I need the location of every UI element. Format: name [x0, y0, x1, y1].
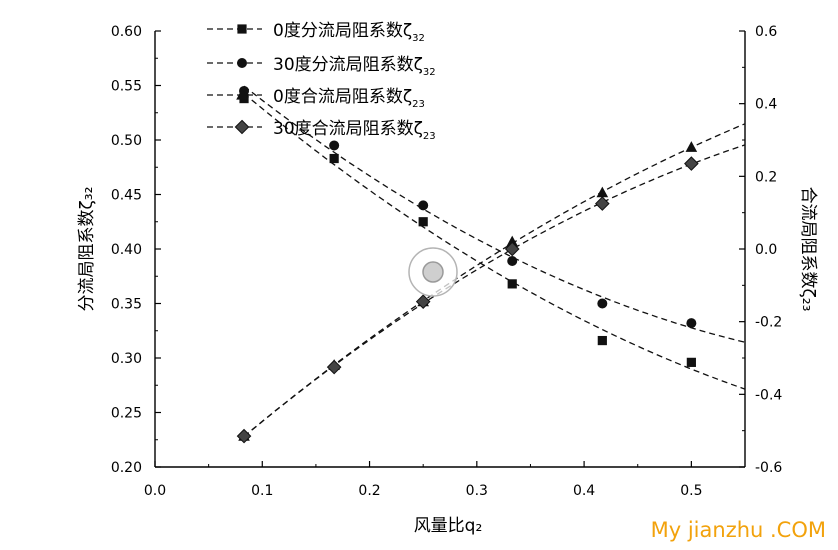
data-point-series-2	[507, 255, 518, 266]
data-point-series-1	[418, 217, 428, 227]
data-point-series-2	[329, 140, 340, 151]
y-left-tick-label: 0.45	[111, 188, 142, 204]
fit-curve-series-3	[243, 123, 746, 437]
x-tick-label: 0.3	[466, 483, 488, 499]
data-point-series-2	[686, 318, 697, 329]
y-right-tick-label: 0.4	[755, 97, 777, 113]
y-left-tick-label: 0.25	[111, 406, 142, 422]
y-left-tick-label: 0.30	[111, 351, 142, 367]
y-right-tick-label: 0.0	[755, 242, 777, 258]
legend-label-series-3: 0度合流局阻系数ζ23	[273, 87, 425, 110]
fit-curve-series-1	[243, 93, 746, 390]
y-right-tick-label: -0.6	[755, 460, 782, 476]
fit-curve-series-4	[243, 144, 746, 438]
y-left-axis-title: 分流局阻系数ζ₃₂	[77, 187, 97, 312]
legend-marker-series-3	[236, 88, 248, 100]
y-left-tick-label: 0.20	[111, 460, 142, 476]
axes: 0.0 0.1 0.2 0.3 0.4 0.5 0.20 0.25 0.30 0.35 0.40 0.…	[77, 24, 818, 536]
legend-label-series-2: 30度分流局阻系数ζ32	[273, 55, 436, 78]
y-left-tick-label: 0.50	[111, 133, 142, 149]
data-point-series-4	[415, 294, 431, 309]
data-point-series-3	[506, 235, 519, 247]
data-point-series-3	[596, 186, 609, 198]
x-tick-label: 0.4	[573, 483, 595, 499]
data-point-series-4	[504, 241, 520, 257]
data-point-series-2	[597, 298, 608, 309]
x-axis-title: 风量比q₂	[414, 516, 483, 536]
legend-marker-series-2	[237, 58, 247, 68]
legend: 0度分流局阻系数ζ32 30度分流局阻系数ζ32 0度合流局阻系数ζ23 30度合流局…	[207, 21, 436, 142]
y-left-tick-label: 0.40	[111, 242, 142, 258]
data-point-series-1	[507, 279, 517, 289]
legend-label-series-4: 30度合流局阻系数ζ23	[273, 119, 436, 142]
data-point-series-4	[595, 196, 610, 211]
data-point-series-4	[684, 156, 699, 171]
y-right-tick-label: -0.2	[755, 315, 782, 331]
legend-marker-series-1	[237, 24, 247, 34]
data-point-series-4	[326, 359, 342, 375]
y-right-tick-label: 0.6	[755, 24, 777, 40]
y-right-tick-label: 0.2	[755, 169, 777, 185]
data-point-series-2	[418, 200, 429, 211]
fit-curve-series-2	[243, 85, 746, 343]
x-tick-label: 0.0	[144, 483, 166, 499]
fit-curves	[243, 85, 746, 438]
y-left-tick-label: 0.35	[111, 297, 142, 313]
legend-label-series-1: 0度分流局阻系数ζ32	[273, 21, 425, 44]
data-point-series-1	[686, 357, 696, 367]
x-tick-label: 0.2	[358, 483, 380, 499]
y-left-tick-label: 0.60	[111, 24, 142, 40]
y-right-axis-title: 合流局阻系数ζ₂₃	[798, 187, 818, 312]
data-point-series-4	[236, 428, 252, 444]
data-point-series-3	[685, 141, 698, 152]
x-tick-label: 0.1	[251, 483, 273, 499]
data-point-series-1	[329, 153, 339, 164]
cursor-indicator	[408, 247, 458, 297]
legend-marker-series-4	[234, 119, 250, 135]
watermark: My jianzhu .COM	[650, 518, 826, 542]
x-tick-label: 0.5	[680, 483, 702, 499]
data-points	[236, 85, 699, 444]
y-right-tick-label: -0.4	[755, 387, 782, 403]
data-point-series-1	[597, 335, 607, 346]
y-left-tick-label: 0.55	[111, 79, 142, 95]
